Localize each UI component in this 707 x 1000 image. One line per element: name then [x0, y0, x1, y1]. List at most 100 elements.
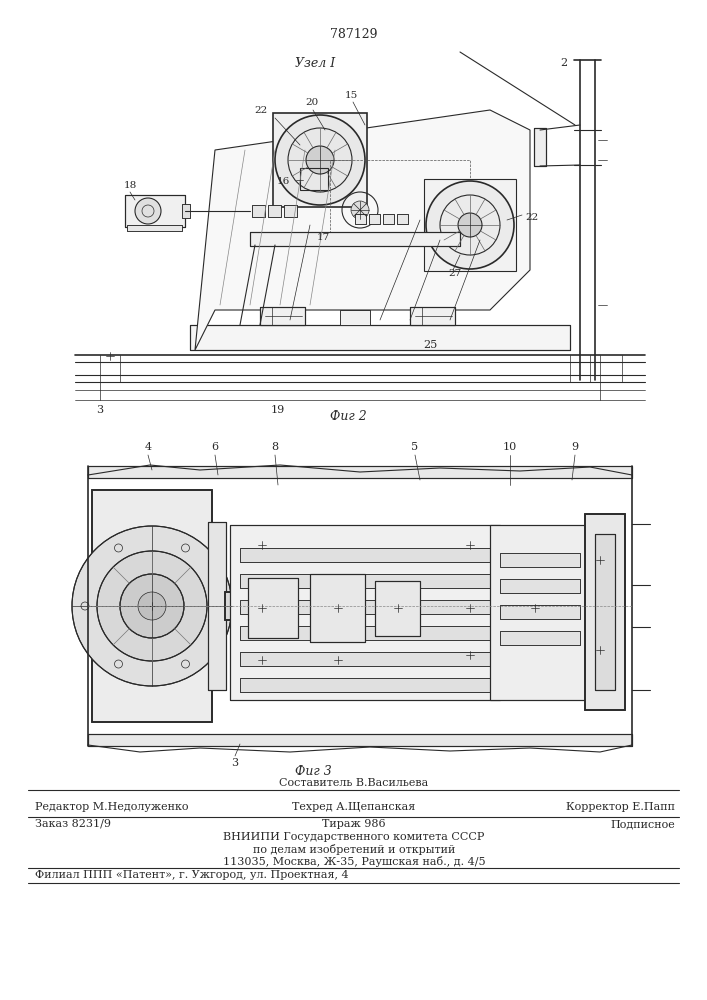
- Bar: [88, 734, 632, 746]
- Bar: [500, 605, 580, 619]
- Circle shape: [351, 201, 369, 219]
- Bar: [248, 578, 298, 638]
- Text: Фиг 3: Фиг 3: [295, 765, 332, 778]
- Bar: [500, 631, 580, 645]
- Bar: [125, 195, 185, 227]
- Bar: [240, 548, 490, 562]
- Text: Составитель В.Васильева: Составитель В.Васильева: [279, 778, 428, 788]
- Text: 3: 3: [96, 405, 103, 415]
- Bar: [208, 522, 226, 690]
- Text: Заказ 8231/9: Заказ 8231/9: [35, 819, 111, 829]
- Bar: [330, 160, 470, 240]
- Bar: [340, 310, 370, 325]
- Bar: [208, 522, 226, 690]
- Bar: [500, 579, 580, 593]
- Text: 10: 10: [503, 442, 517, 452]
- Text: Редактор М.Недолуженко: Редактор М.Недолуженко: [35, 802, 189, 812]
- Bar: [240, 678, 490, 692]
- Text: 25: 25: [423, 340, 437, 350]
- Bar: [240, 626, 490, 640]
- Bar: [595, 534, 615, 690]
- Bar: [240, 652, 490, 666]
- Text: 787129: 787129: [330, 28, 378, 41]
- Text: 5: 5: [411, 442, 419, 452]
- Bar: [268, 205, 281, 217]
- Bar: [240, 600, 490, 614]
- Bar: [585, 514, 625, 710]
- Bar: [225, 592, 520, 620]
- Bar: [397, 214, 408, 224]
- Text: Корректор Е.Папп: Корректор Е.Папп: [566, 802, 675, 812]
- Text: 6: 6: [211, 442, 218, 452]
- Bar: [383, 214, 394, 224]
- Bar: [127, 225, 182, 231]
- Bar: [230, 525, 500, 700]
- Text: Фиг 2: Фиг 2: [330, 410, 367, 423]
- Text: Филиал ППП «Патент», г. Ужгород, ул. Проектная, 4: Филиал ППП «Патент», г. Ужгород, ул. Про…: [35, 870, 349, 880]
- Bar: [500, 579, 580, 593]
- Bar: [182, 204, 190, 218]
- Bar: [270, 310, 300, 325]
- Text: 17: 17: [317, 233, 330, 242]
- Bar: [500, 605, 580, 619]
- Bar: [240, 600, 490, 614]
- Text: 22: 22: [255, 106, 268, 115]
- Bar: [369, 214, 380, 224]
- Bar: [310, 574, 365, 642]
- Text: 2: 2: [560, 58, 567, 68]
- Text: Подписное: Подписное: [610, 819, 675, 829]
- Bar: [585, 514, 625, 710]
- Bar: [500, 553, 580, 567]
- Text: по делам изобретений и открытий: по делам изобретений и открытий: [253, 844, 455, 855]
- Bar: [270, 310, 300, 325]
- Text: Узел I: Узел I: [295, 57, 335, 70]
- Bar: [248, 578, 298, 638]
- Text: 20: 20: [305, 98, 318, 107]
- Text: 9: 9: [571, 442, 578, 452]
- Circle shape: [306, 146, 334, 174]
- Bar: [250, 232, 460, 246]
- Bar: [268, 205, 281, 217]
- Bar: [240, 626, 490, 640]
- Bar: [240, 678, 490, 692]
- Bar: [490, 525, 590, 700]
- Text: 4: 4: [144, 442, 151, 452]
- Bar: [260, 307, 305, 325]
- Circle shape: [426, 181, 514, 269]
- Bar: [340, 310, 370, 325]
- Circle shape: [97, 551, 207, 661]
- Bar: [190, 325, 570, 350]
- Bar: [88, 466, 632, 478]
- Text: 8: 8: [271, 442, 279, 452]
- Bar: [500, 553, 580, 567]
- Bar: [310, 574, 365, 642]
- Bar: [410, 307, 455, 325]
- Text: 19: 19: [271, 405, 285, 415]
- Bar: [355, 214, 366, 224]
- Bar: [375, 581, 420, 636]
- Bar: [240, 574, 490, 588]
- Bar: [534, 128, 546, 166]
- Bar: [252, 205, 265, 217]
- Bar: [369, 214, 380, 224]
- Polygon shape: [195, 110, 530, 350]
- Bar: [397, 214, 408, 224]
- Bar: [230, 525, 500, 700]
- Bar: [240, 652, 490, 666]
- Bar: [127, 225, 182, 231]
- Bar: [260, 307, 305, 325]
- Text: ВНИИПИ Государственного комитета СССР: ВНИИПИ Государственного комитета СССР: [223, 832, 485, 842]
- Text: Техред А.Щепанская: Техред А.Щепанская: [293, 802, 416, 812]
- Bar: [284, 205, 297, 217]
- Bar: [240, 548, 490, 562]
- Text: 22: 22: [525, 213, 538, 222]
- Bar: [88, 466, 632, 478]
- Bar: [252, 205, 265, 217]
- Circle shape: [135, 198, 161, 224]
- Bar: [125, 195, 185, 227]
- Bar: [240, 574, 490, 588]
- Text: 3: 3: [231, 758, 238, 768]
- Bar: [595, 534, 615, 690]
- Bar: [92, 490, 212, 722]
- Circle shape: [275, 115, 365, 205]
